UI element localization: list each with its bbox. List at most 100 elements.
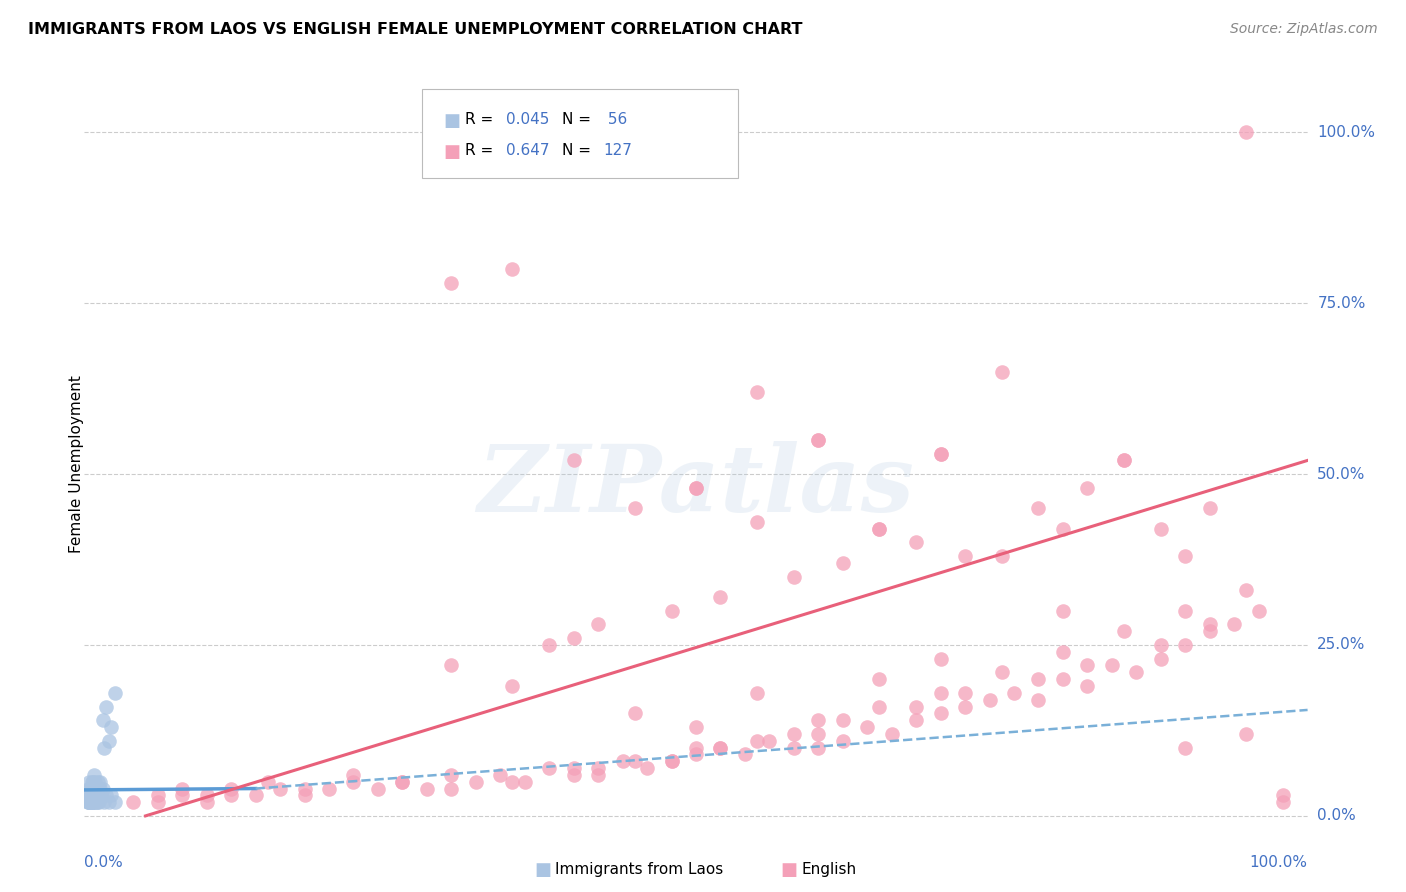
- Point: [464, 774, 486, 789]
- Point: [990, 365, 1012, 379]
- Point: [831, 713, 853, 727]
- Text: 127: 127: [603, 143, 633, 158]
- Point: [93, 795, 115, 809]
- Point: [440, 768, 463, 782]
- Point: [440, 276, 463, 290]
- Point: [869, 522, 891, 536]
- Point: [91, 713, 114, 727]
- Point: [758, 733, 780, 747]
- Point: [195, 789, 218, 803]
- Point: [661, 604, 683, 618]
- Point: [685, 720, 707, 734]
- Point: [990, 665, 1012, 680]
- Point: [1272, 795, 1295, 809]
- Point: [831, 556, 853, 570]
- Point: [1198, 501, 1220, 516]
- Point: [807, 713, 830, 727]
- Point: [513, 774, 536, 789]
- Point: [77, 795, 100, 809]
- Point: [1052, 604, 1074, 618]
- Point: [80, 789, 103, 803]
- Point: [219, 781, 242, 796]
- Point: [709, 590, 731, 604]
- Point: [84, 795, 107, 809]
- Point: [661, 754, 683, 768]
- Point: [104, 795, 127, 809]
- Point: [80, 774, 103, 789]
- Point: [807, 727, 830, 741]
- Point: [1272, 789, 1295, 803]
- Point: [93, 740, 115, 755]
- Point: [1223, 617, 1246, 632]
- Text: 100.0%: 100.0%: [1317, 125, 1375, 140]
- Point: [79, 789, 101, 803]
- Text: ■: ■: [443, 143, 460, 161]
- Point: [1234, 727, 1257, 741]
- Point: [89, 774, 111, 789]
- Point: [747, 733, 769, 747]
- Point: [172, 781, 194, 796]
- Point: [96, 699, 118, 714]
- Text: ■: ■: [534, 861, 551, 879]
- Point: [82, 795, 104, 809]
- Point: [856, 720, 879, 734]
- Point: [501, 679, 523, 693]
- Point: [1174, 604, 1197, 618]
- Point: [1002, 686, 1025, 700]
- Point: [96, 789, 118, 803]
- Point: [661, 754, 683, 768]
- Point: [104, 686, 127, 700]
- Point: [440, 658, 463, 673]
- Text: ZIPatlas: ZIPatlas: [478, 441, 914, 531]
- Point: [80, 795, 103, 809]
- Point: [79, 795, 101, 809]
- Point: [783, 740, 806, 755]
- Point: [538, 638, 561, 652]
- Point: [685, 481, 707, 495]
- Point: [342, 768, 364, 782]
- Point: [807, 433, 830, 447]
- Text: English: English: [801, 863, 856, 877]
- Y-axis label: Female Unemployment: Female Unemployment: [69, 375, 83, 553]
- Point: [87, 795, 110, 809]
- Point: [77, 795, 100, 809]
- Point: [489, 768, 512, 782]
- Point: [146, 789, 169, 803]
- Point: [586, 761, 609, 775]
- Point: [562, 761, 585, 775]
- Point: [831, 733, 853, 747]
- Point: [79, 789, 101, 803]
- Text: IMMIGRANTS FROM LAOS VS ENGLISH FEMALE UNEMPLOYMENT CORRELATION CHART: IMMIGRANTS FROM LAOS VS ENGLISH FEMALE U…: [28, 22, 803, 37]
- Point: [807, 433, 830, 447]
- Text: ■: ■: [780, 861, 797, 879]
- Point: [562, 453, 585, 467]
- Point: [783, 727, 806, 741]
- Point: [87, 789, 110, 803]
- Point: [83, 768, 105, 782]
- Point: [709, 740, 731, 755]
- Point: [84, 789, 107, 803]
- Point: [1150, 638, 1173, 652]
- Point: [1234, 583, 1257, 598]
- Point: [83, 789, 105, 803]
- Point: [1150, 522, 1173, 536]
- Point: [1114, 453, 1136, 467]
- Point: [501, 774, 523, 789]
- Point: [416, 781, 439, 796]
- Point: [807, 740, 830, 755]
- Point: [953, 549, 976, 563]
- Point: [624, 706, 647, 721]
- Point: [90, 789, 112, 803]
- Point: [685, 747, 707, 762]
- Point: [77, 795, 100, 809]
- Point: [929, 651, 952, 665]
- Point: [87, 789, 110, 803]
- Point: [1150, 651, 1173, 665]
- Point: [1076, 679, 1098, 693]
- Point: [79, 795, 101, 809]
- Point: [97, 733, 120, 747]
- Point: [1028, 501, 1050, 516]
- Point: [747, 686, 769, 700]
- Point: [440, 781, 463, 796]
- Text: 0.0%: 0.0%: [84, 855, 124, 870]
